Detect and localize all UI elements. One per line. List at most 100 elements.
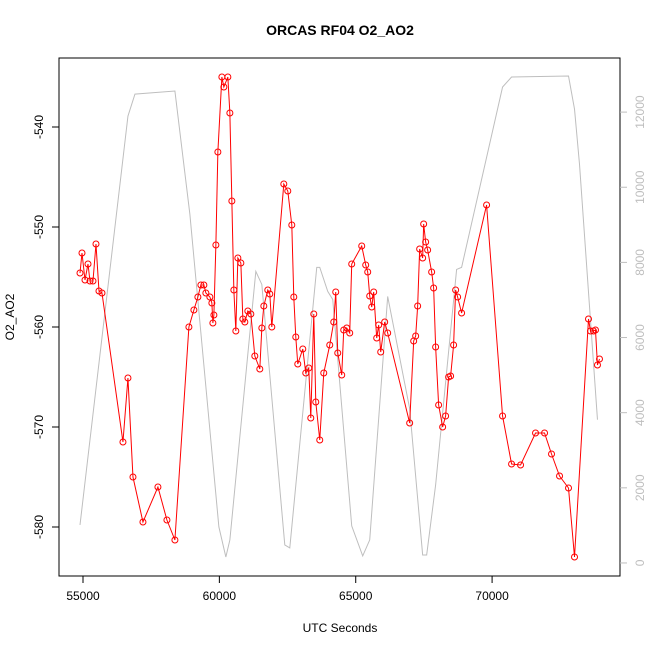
y2-tick-label: 10000 [633,170,647,204]
data-point [202,289,210,297]
x-tick-label: 65000 [339,589,373,603]
data-point [228,197,236,205]
data-point [190,306,198,314]
y2-tick-label: 4000 [633,399,647,426]
data-point [224,73,232,81]
data-point [139,518,147,526]
x-tick-label: 55000 [66,589,100,603]
data-point [302,369,310,377]
data-point [208,299,216,307]
data-point [89,277,97,285]
data-point [78,249,86,257]
y-tick-label: -580 [32,515,46,539]
data-point [197,281,205,289]
data-point [406,419,414,427]
data-point [185,323,193,331]
data-point [210,311,218,319]
data-point [454,293,462,301]
data-point [458,309,466,317]
data-point [163,516,171,524]
data-point [420,220,428,228]
x-tick-label: 60000 [203,589,237,603]
data-point [366,292,374,300]
y-tick-label: -560 [32,315,46,339]
data-point [330,318,338,326]
data-point [247,310,255,318]
data-point [92,240,100,248]
data-point [288,221,296,229]
data-point [419,254,427,262]
data-point [264,286,272,294]
data-point [76,269,84,277]
data-point [232,327,240,335]
data-point [154,483,162,491]
data-point [86,277,94,285]
data-point [305,364,313,372]
data-point [284,187,292,195]
data-point [334,349,342,357]
data-point [124,374,132,382]
data-point [280,180,288,188]
y-axis-label: O2_AO2 [3,293,17,340]
data-point [241,318,249,326]
data-point [571,553,579,561]
data-point [343,324,351,332]
data-line [79,75,598,558]
data-point [422,238,430,246]
data-point [591,326,599,334]
y2-tick-label: 6000 [633,324,647,351]
data-point [430,284,438,292]
data-point [320,369,328,377]
data-point [548,450,556,458]
data-point [483,201,491,209]
data-point [266,290,274,298]
data-point [316,436,324,444]
data-point [326,341,334,349]
data-point [310,310,318,318]
data-point [226,109,234,117]
data-point [414,302,422,310]
data-point [586,327,594,335]
x-axis-label: UTC Seconds [303,621,378,635]
data-point [234,254,242,262]
data-point [230,286,238,294]
data-point [332,288,340,296]
data-point [452,286,460,294]
data-point [237,259,245,267]
data-point [447,372,455,380]
data-point [358,242,366,250]
data-point [214,148,222,156]
data-point [532,429,540,437]
data-point [346,329,354,337]
data-point [442,412,450,420]
data-point [381,318,389,326]
data-point [541,429,549,437]
data-point [375,321,383,329]
data-point [81,276,89,284]
data-point [98,289,106,297]
data-point [368,303,376,311]
data-point [377,348,385,356]
data-point [206,293,214,301]
data-point [292,333,300,341]
data-point [251,352,259,360]
data-point [194,293,202,301]
data-point [220,83,228,91]
data-point [556,472,564,480]
data-point [595,355,603,363]
data-point [416,245,424,253]
data-point [119,438,127,446]
data-line [79,76,600,558]
data-point [129,473,137,481]
data-point [439,423,447,431]
data-point [432,343,440,351]
data-point [312,398,320,406]
chart-title: ORCAS RF04 O2_AO2 [266,22,414,38]
data-point [256,365,264,373]
data-point [593,361,601,369]
y2-tick-label: 8000 [633,249,647,276]
data-point [212,241,220,249]
plot-frame [58,57,621,577]
